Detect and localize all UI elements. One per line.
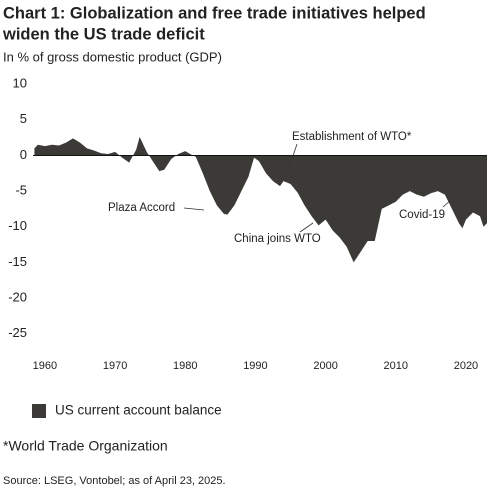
y-tick-label: 10 <box>13 76 27 91</box>
y-tick-label: 0 <box>20 147 27 162</box>
chart-title: widen the US trade deficit <box>2 25 205 43</box>
area <box>34 136 487 263</box>
source: Source: LSEG, Vontobel; as of April 23, … <box>3 475 226 487</box>
annotation-arrow <box>286 143 298 175</box>
x-tick-label: 1990 <box>243 360 267 372</box>
annotation: Establishment of WTO* <box>292 131 412 143</box>
annotation: Covid-19 <box>399 209 445 221</box>
y-tick-label: -5 <box>15 183 27 198</box>
x-tick-label: 2000 <box>313 360 337 372</box>
y-tick-label: 5 <box>20 111 27 126</box>
x-tick-label: 1980 <box>173 360 197 372</box>
annotation-arrow <box>299 222 314 233</box>
x-tick-label: 2010 <box>384 360 408 372</box>
footnote: *World Trade Organization <box>3 438 168 454</box>
y-tick-label: -15 <box>8 254 27 269</box>
plot-area: 10 5 0 -5 -10 -15 -20 -25 1960 1970 1980 1990 2000 20… <box>8 76 487 372</box>
x-tick-label: 1970 <box>103 360 127 372</box>
x-tick-label: 2020 <box>454 360 478 372</box>
y-tick-label: -10 <box>8 218 27 233</box>
legend-label: US current account balance <box>55 403 222 418</box>
annotation: China joins WTO <box>234 233 321 245</box>
annotation: Plaza Accord <box>108 202 175 214</box>
annotation-arrow <box>183 207 205 211</box>
legend-swatch <box>32 404 46 418</box>
chart-title: Chart 1: Globalization and free trade in… <box>3 4 426 22</box>
y-tick-label: -25 <box>8 325 27 340</box>
chart-subtitle: In % of gross domestic product (GDP) <box>3 49 222 64</box>
annotation-arrow <box>442 198 453 208</box>
y-tick-label: -20 <box>8 290 27 305</box>
x-tick-label: 1960 <box>33 360 57 372</box>
